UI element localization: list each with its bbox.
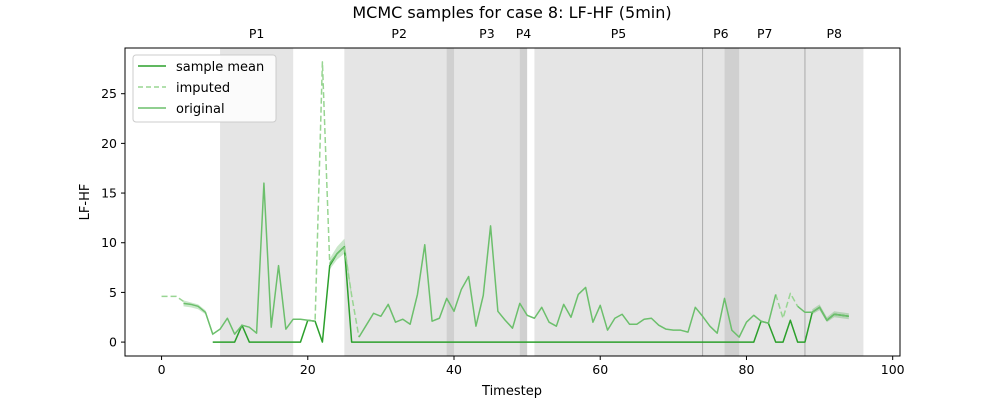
phase-region-p8 xyxy=(804,48,864,356)
y-tick-label: 15 xyxy=(101,186,117,201)
phase-label-p8: P8 xyxy=(826,26,842,41)
phase-label-p4: P4 xyxy=(516,26,532,41)
y-tick-label: 0 xyxy=(109,335,117,350)
x-axis-label: Timestep xyxy=(481,384,542,399)
legend: sample mean imputed original xyxy=(132,54,277,123)
phase-region-p3 xyxy=(446,48,528,356)
y-tick-label: 20 xyxy=(101,136,117,151)
phase-region-p7 xyxy=(724,48,805,356)
y-tick-label: 5 xyxy=(109,285,117,300)
x-tick-label: 0 xyxy=(158,362,166,377)
x-tick-label: 40 xyxy=(446,362,462,377)
series-line-imputed xyxy=(774,292,799,319)
phase-labels: P1 P2 P3 P4 P5 P6 P7 P8 xyxy=(249,26,842,41)
ci-band-area xyxy=(812,304,849,323)
x-tick-label: 20 xyxy=(300,362,316,377)
series-line-original xyxy=(358,225,777,338)
phase-label-p6: P6 xyxy=(713,26,729,41)
plot-frame xyxy=(124,47,901,357)
phase-region-p4 xyxy=(519,48,528,356)
x-tick-label: 100 xyxy=(881,362,905,377)
phase-region-p6 xyxy=(702,48,740,356)
phase-label-p3: P3 xyxy=(479,26,495,41)
y-axis-ticks: 0 5 10 15 20 25 xyxy=(101,86,125,350)
x-tick-label: 60 xyxy=(592,362,608,377)
chart-title: MCMC samples for case 8: LF-HF (5min) xyxy=(352,3,671,22)
phase-label-p2: P2 xyxy=(391,26,407,41)
x-tick-label: 80 xyxy=(739,362,755,377)
series-line-imputed xyxy=(343,246,360,338)
phase-region-p5 xyxy=(534,48,703,356)
y-axis-label: LF-HF xyxy=(78,184,93,221)
legend-label-sample-mean: sample mean xyxy=(176,60,264,75)
y-tick-label: 25 xyxy=(101,86,117,101)
x-axis-ticks: 0 20 40 60 80 100 xyxy=(158,356,905,377)
ci-band-area xyxy=(329,238,352,299)
series-line-original xyxy=(183,182,316,335)
phase-shading xyxy=(220,48,864,356)
phase-label-p5: P5 xyxy=(611,26,627,41)
phase-region-p2 xyxy=(344,48,455,356)
series-line-sample-mean xyxy=(212,245,849,343)
series-line-imputed xyxy=(161,295,184,302)
y-tick-label: 10 xyxy=(101,235,117,250)
phase-label-p7: P7 xyxy=(757,26,773,41)
legend-box xyxy=(132,54,277,123)
series-lines xyxy=(161,61,849,343)
series-line-original xyxy=(797,305,849,321)
legend-label-original: original xyxy=(176,102,225,117)
series-line-imputed xyxy=(307,61,331,322)
series-line-original xyxy=(329,246,345,265)
legend-label-imputed: imputed xyxy=(176,81,230,96)
phase-label-p1: P1 xyxy=(249,26,265,41)
